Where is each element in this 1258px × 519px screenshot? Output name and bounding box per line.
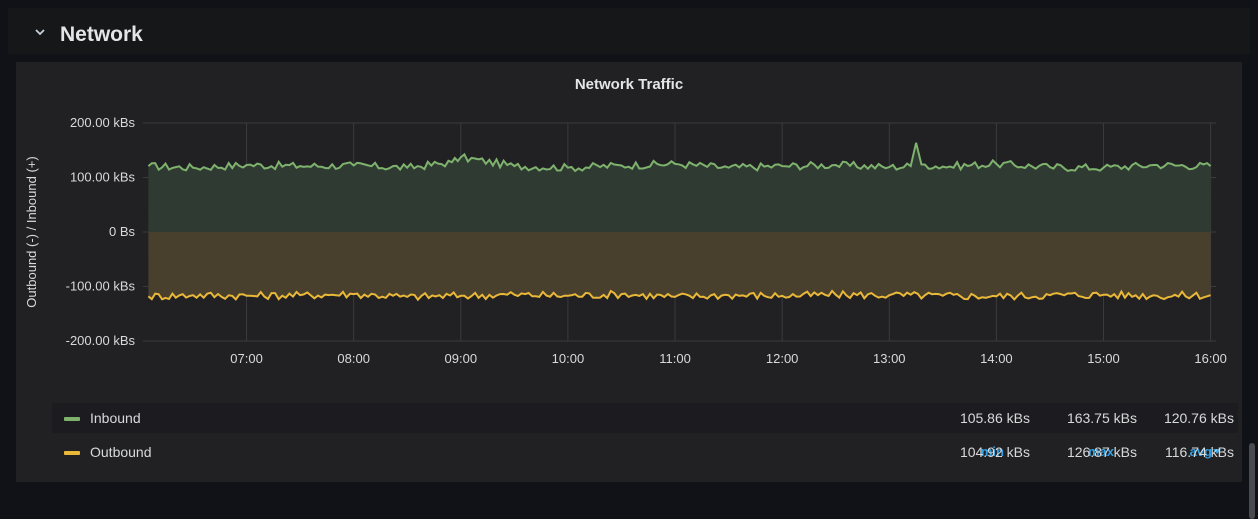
- legend-row-inbound: Inbound 105.86 kBs 163.75 kBs 120.76 kBs: [52, 403, 1238, 433]
- legend-header-avg[interactable]: avg: [1189, 444, 1212, 459]
- row-title[interactable]: Network: [60, 23, 143, 46]
- legend-row-outbound: Outbound 104.92 kBs 126.87 kBs 116.74 kB…: [52, 437, 1238, 467]
- x-tick-label: 10:00: [552, 351, 585, 366]
- legend-header-max[interactable]: max: [1087, 444, 1114, 459]
- x-tick-label: 15:00: [1087, 351, 1120, 366]
- legend-max-outbound: 126.87 kBs: [1066, 444, 1137, 460]
- chevron-down-icon[interactable]: [32, 24, 48, 40]
- legend-min-inbound: 105.86 kBs: [959, 410, 1030, 426]
- legend-header-min[interactable]: min: [980, 444, 1004, 459]
- series-fill-outbound: [148, 232, 1211, 300]
- x-tick-label: 09:00: [445, 351, 478, 366]
- legend-avg-inbound: 120.76 kBs: [1163, 410, 1234, 426]
- panel-title[interactable]: Network Traffic: [574, 76, 684, 93]
- x-tick-label: 11:00: [659, 351, 691, 366]
- network-traffic-chart: 200.00 kBs 100.00 kBs 0 Bs -100.00 kBs -200.…: [24, 115, 1227, 366]
- y-tick-label: -100.00 kBs: [66, 279, 136, 294]
- y-tick-label: 200.00 kBs: [70, 115, 136, 130]
- y-tick-label: 100.00 kBs: [70, 170, 136, 185]
- x-tick-label: 12:00: [766, 351, 799, 366]
- legend-swatch-outbound[interactable]: [64, 451, 80, 455]
- sort-desc-icon[interactable]: [1213, 449, 1221, 455]
- x-tick-label: 07:00: [230, 351, 263, 366]
- legend-min-outbound: 104.92 kBs: [959, 444, 1030, 460]
- chart-fills: [148, 142, 1211, 300]
- x-tick-label: 14:00: [980, 351, 1013, 366]
- x-tick-labels: 07:00 08:00 09:00 10:00 11:00 12:00 13:00 14:00…: [230, 351, 1227, 366]
- y-tick-label: 0 Bs: [109, 224, 136, 239]
- network-traffic-panel: Network Traffic 200.00 kBs 100.00 kBs 0 Bs…: [16, 62, 1255, 519]
- x-tick-label: 08:00: [337, 351, 370, 366]
- series-fill-inbound: [148, 142, 1211, 232]
- y-tick-label: -200.00 kBs: [66, 333, 136, 348]
- legend-swatch-inbound[interactable]: [64, 417, 80, 421]
- x-tick-label: 16:00: [1194, 351, 1227, 366]
- row-header: Network: [8, 8, 1250, 54]
- legend-max-inbound: 163.75 kBs: [1066, 410, 1137, 426]
- legend-name-inbound[interactable]: Inbound: [90, 410, 141, 426]
- y-axis-label: Outbound (-) / Inbound (+): [24, 156, 39, 307]
- series-line-inbound: [147, 142, 1212, 173]
- y-tick-labels: 200.00 kBs 100.00 kBs 0 Bs -100.00 kBs -200.…: [66, 115, 136, 348]
- legend-scrollbar[interactable]: [1249, 443, 1255, 519]
- x-tick-label: 13:00: [873, 351, 906, 366]
- chart-lines: [147, 142, 1212, 302]
- series-line-outbound: [147, 289, 1211, 302]
- legend-avg-outbound: 116.74 kBs: [1164, 444, 1234, 460]
- legend-name-outbound[interactable]: Outbound: [90, 444, 152, 460]
